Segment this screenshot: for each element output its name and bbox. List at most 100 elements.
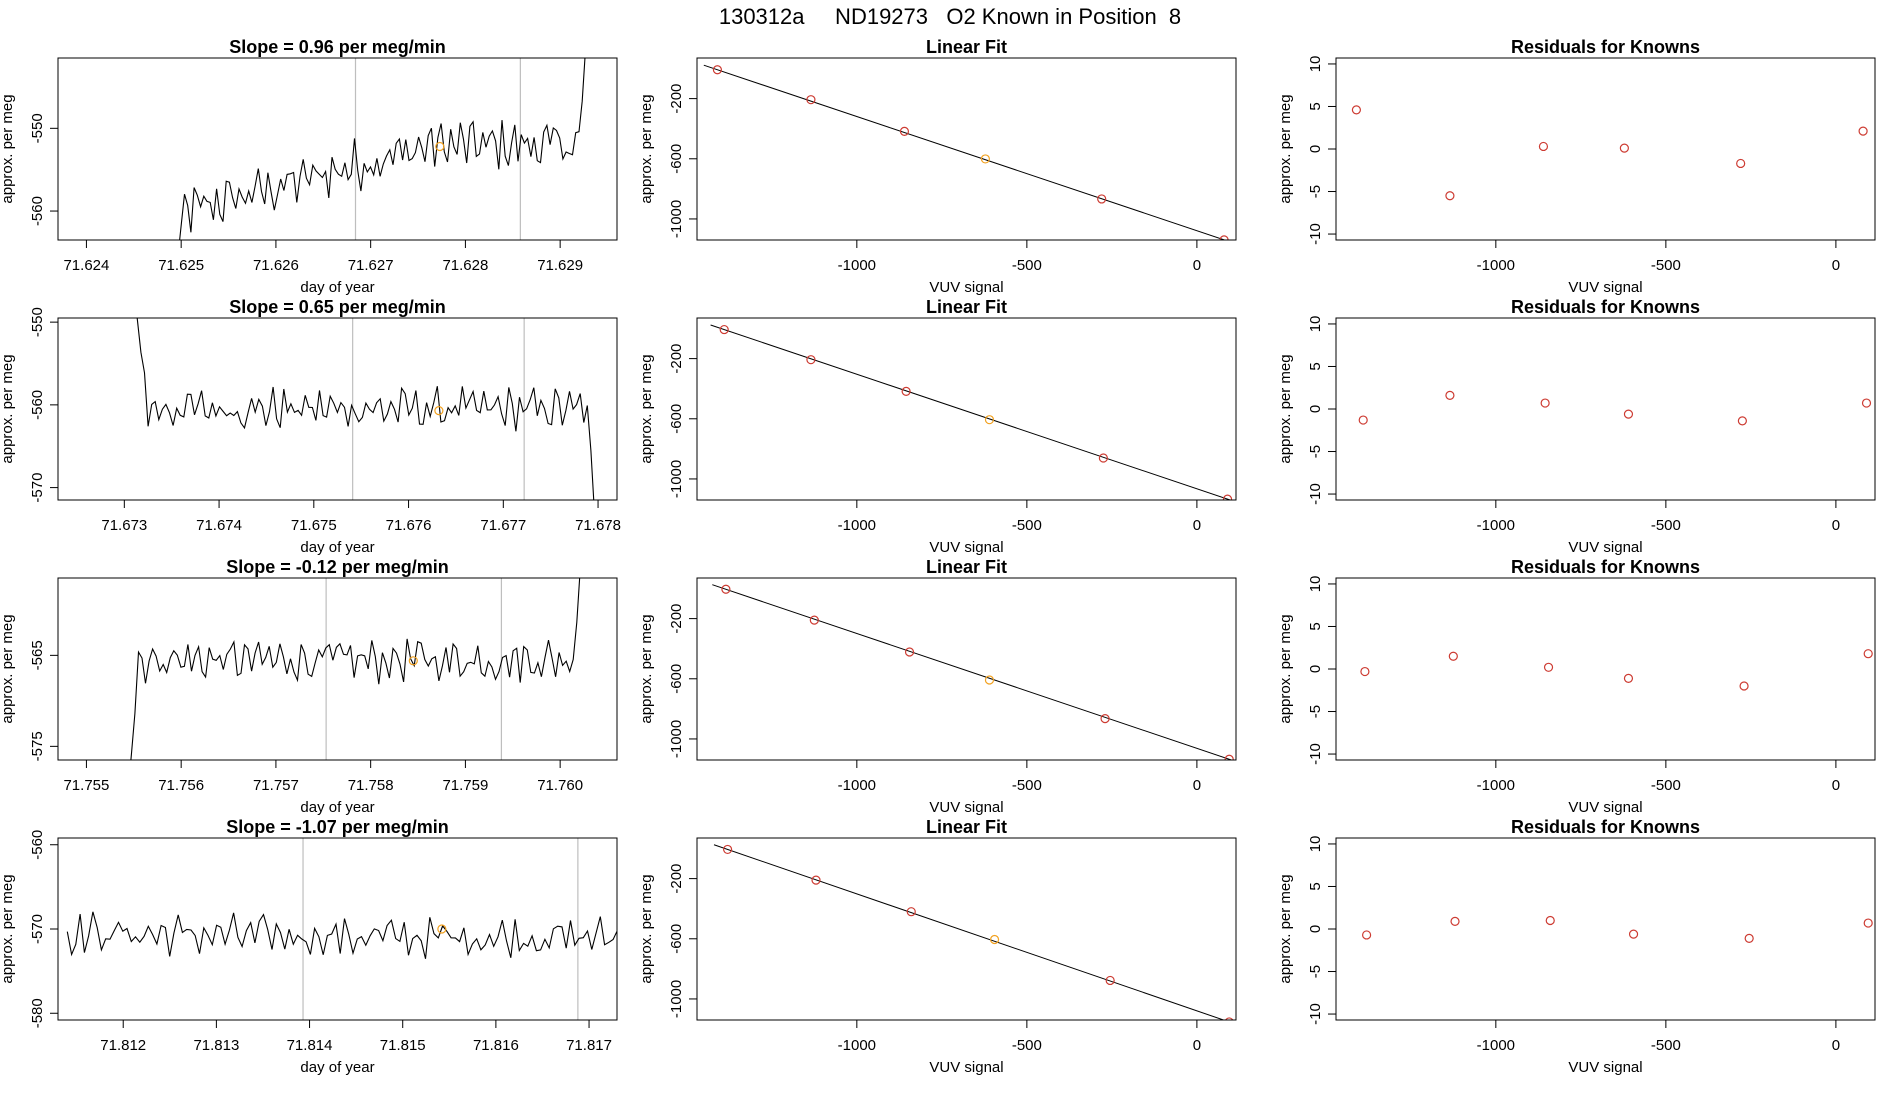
panel-frame bbox=[1335, 317, 1876, 501]
x-tick-label: 71.757 bbox=[253, 777, 299, 794]
x-tick-label: 0 bbox=[1193, 517, 1201, 534]
panel-timeseries-3: Slope = -0.12 per meg/min day of year appr… bbox=[0, 557, 618, 816]
x-tick-label: 71.814 bbox=[287, 1037, 333, 1054]
data-point bbox=[1225, 1017, 1234, 1020]
plot-area bbox=[1360, 649, 1873, 691]
y-tick-label: -600 bbox=[668, 664, 685, 694]
data-point bbox=[906, 907, 916, 917]
panel-frame bbox=[696, 837, 1237, 1021]
data-point bbox=[1744, 933, 1754, 943]
data-point bbox=[1105, 975, 1115, 986]
y-tick-label: 5 bbox=[1307, 882, 1324, 890]
data-point bbox=[712, 65, 723, 75]
series-line bbox=[130, 578, 581, 760]
data-point bbox=[1097, 194, 1107, 204]
panel-fit-2: Linear Fit VUV signal approx. per meg -1000… bbox=[638, 297, 1237, 556]
data-point bbox=[1224, 754, 1234, 760]
panel-frame bbox=[1335, 577, 1876, 761]
data-point bbox=[1619, 143, 1629, 153]
data-point bbox=[719, 324, 729, 335]
panel-title: Residuals for Knowns bbox=[1511, 817, 1700, 837]
y-tick-label: -1000 bbox=[668, 720, 685, 758]
x-tick-label: 71.674 bbox=[196, 517, 242, 534]
data-point bbox=[1358, 415, 1368, 425]
page-title: 130312a ND19273 O2 Known in Position 8 bbox=[718, 4, 1182, 29]
x-tick-label: 71.812 bbox=[100, 1037, 146, 1054]
panel-title: Slope = 0.96 per meg/min bbox=[229, 37, 446, 57]
x-tick-label: 71.625 bbox=[158, 257, 204, 274]
x-tick-label: 71.677 bbox=[480, 517, 526, 534]
highlight-point bbox=[408, 656, 418, 666]
plot-area bbox=[703, 64, 1229, 240]
y-axis-label: approx. per meg bbox=[1277, 354, 1294, 463]
y-tick-label: -580 bbox=[29, 998, 46, 1028]
panel-frame bbox=[1335, 837, 1876, 1021]
data-point bbox=[1858, 126, 1868, 136]
x-tick-label: 71.676 bbox=[386, 517, 432, 534]
y-tick-label: -200 bbox=[668, 84, 685, 114]
y-tick-label: -550 bbox=[29, 307, 46, 337]
highlight-point bbox=[984, 675, 995, 685]
x-tick-label: -500 bbox=[1012, 257, 1042, 274]
highlight-point bbox=[435, 141, 445, 152]
data-point bbox=[904, 647, 915, 657]
y-tick-label: -600 bbox=[668, 404, 685, 434]
x-tick-label: 0 bbox=[1193, 257, 1201, 274]
data-point bbox=[1540, 398, 1550, 408]
data-point bbox=[1448, 651, 1458, 661]
plot-area bbox=[710, 324, 1233, 500]
data-point bbox=[1450, 916, 1460, 926]
panel-residuals-2: Residuals for Knowns VUV signal approx. pe… bbox=[1277, 297, 1876, 556]
y-axis-label: approx. per meg bbox=[638, 614, 655, 723]
x-tick-label: 0 bbox=[1832, 257, 1840, 274]
data-point bbox=[1863, 649, 1873, 659]
data-point bbox=[1098, 453, 1108, 463]
panel-frame bbox=[696, 317, 1237, 501]
x-tick-label: -500 bbox=[1012, 777, 1042, 794]
data-point bbox=[1445, 191, 1455, 201]
x-axis-label: VUV signal bbox=[1568, 279, 1642, 296]
x-tick-label: -1000 bbox=[1477, 777, 1515, 794]
x-tick-label: 71.624 bbox=[63, 257, 109, 274]
plot-area bbox=[1358, 390, 1872, 426]
x-tick-label: 71.815 bbox=[380, 1037, 426, 1054]
data-point bbox=[1863, 918, 1873, 928]
series-line bbox=[136, 318, 595, 500]
x-tick-label: 71.759 bbox=[442, 777, 488, 794]
panel-title: Linear Fit bbox=[926, 557, 1007, 577]
x-axis-label: VUV signal bbox=[929, 279, 1003, 296]
panel-timeseries-4: Slope = -1.07 per meg/min day of year appr… bbox=[0, 817, 618, 1076]
y-tick-label: -10 bbox=[1307, 1003, 1324, 1025]
y-tick-label: -560 bbox=[29, 196, 46, 226]
x-tick-label: 71.628 bbox=[442, 257, 488, 274]
data-point bbox=[1538, 141, 1549, 152]
y-axis-label: approx. per meg bbox=[0, 94, 16, 203]
y-tick-label: -200 bbox=[668, 604, 685, 634]
x-tick-label: -1000 bbox=[838, 777, 876, 794]
x-tick-label: 0 bbox=[1832, 517, 1840, 534]
data-point bbox=[1861, 398, 1872, 408]
y-tick-label: -565 bbox=[29, 640, 46, 670]
y-axis-label: approx. per meg bbox=[0, 354, 16, 463]
y-tick-label: -600 bbox=[668, 924, 685, 954]
x-tick-label: 71.755 bbox=[63, 777, 109, 794]
y-tick-label: 10 bbox=[1307, 576, 1324, 593]
panel-title: Slope = -1.07 per meg/min bbox=[226, 817, 449, 837]
data-point bbox=[1445, 390, 1455, 400]
plot-area bbox=[1362, 915, 1873, 943]
data-point bbox=[1628, 929, 1639, 939]
x-tick-label: 0 bbox=[1832, 1037, 1840, 1054]
x-tick-label: 71.813 bbox=[193, 1037, 239, 1054]
series-line bbox=[179, 58, 586, 240]
x-tick-label: -1000 bbox=[1477, 257, 1515, 274]
panel-frame bbox=[696, 577, 1237, 761]
x-tick-label: -1000 bbox=[838, 517, 876, 534]
y-tick-label: 0 bbox=[1307, 405, 1324, 413]
x-tick-label: 71.760 bbox=[537, 777, 583, 794]
data-point bbox=[1545, 915, 1555, 926]
data-point bbox=[809, 615, 819, 625]
highlight-point bbox=[437, 924, 447, 934]
highlight-point bbox=[984, 415, 995, 425]
y-tick-label: -5 bbox=[1307, 705, 1324, 718]
data-point bbox=[1623, 673, 1634, 683]
